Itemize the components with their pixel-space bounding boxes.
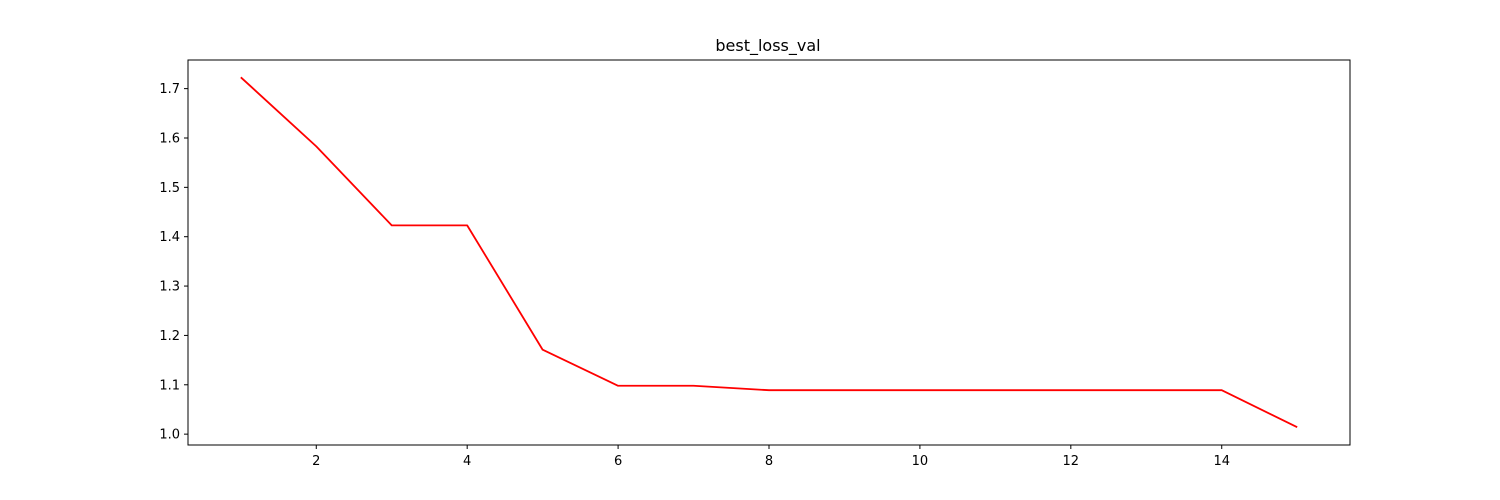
y-tick-label: 1.4 [159, 230, 180, 245]
x-tick-label: 4 [463, 454, 471, 469]
x-tick-label: 6 [614, 454, 622, 469]
x-tick-label: 12 [1063, 454, 1080, 469]
axes-frame [187, 59, 1351, 446]
chart-title: best_loss_val [715, 36, 820, 56]
y-tick-label: 1.7 [159, 82, 180, 97]
y-tick-label: 1.5 [159, 181, 180, 196]
y-axis: 1.0 1.1 1.2 1.3 1.4 1.5 1.6 1.7 [159, 82, 188, 443]
series-layer [240, 76, 1298, 429]
x-tick-label: 2 [312, 454, 320, 469]
series-line [240, 76, 1298, 429]
x-axis: 2 4 6 8 10 12 14 [312, 445, 1230, 469]
y-tick-label: 1.3 [159, 280, 180, 295]
y-tick-label: 1.1 [159, 378, 180, 393]
x-tick-label: 8 [765, 454, 773, 469]
x-tick-label: 10 [912, 454, 929, 469]
y-tick-label: 1.0 [159, 428, 180, 443]
y-tick-label: 1.2 [159, 329, 180, 344]
x-tick-label: 14 [1213, 454, 1230, 469]
y-tick-label: 1.6 [159, 131, 180, 146]
